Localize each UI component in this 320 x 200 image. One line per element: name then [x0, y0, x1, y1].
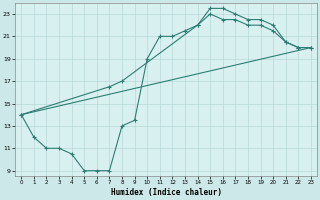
X-axis label: Humidex (Indice chaleur): Humidex (Indice chaleur) [111, 188, 221, 197]
